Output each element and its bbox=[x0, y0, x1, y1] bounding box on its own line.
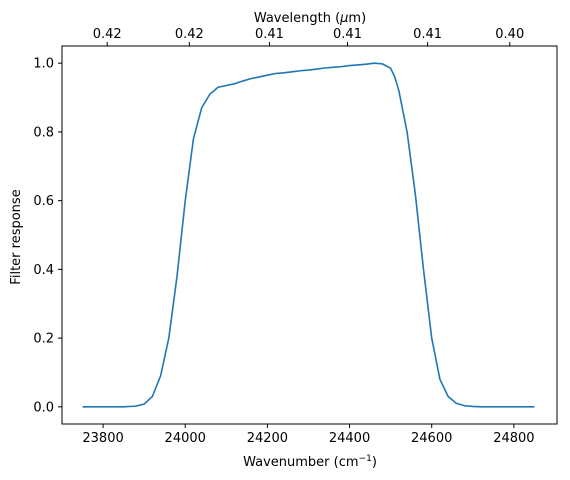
top-tick-label: 0.41 bbox=[255, 27, 284, 42]
plot-area bbox=[61, 45, 558, 425]
filter-response-line bbox=[82, 62, 535, 408]
y-tick-label: 1.0 bbox=[33, 57, 54, 72]
y-tick-label: 0.4 bbox=[33, 263, 54, 278]
x-axis-label: Wavenumber (cm−1) bbox=[243, 454, 377, 470]
top-tick-label: 0.41 bbox=[333, 27, 362, 42]
x-tick-label: 24400 bbox=[329, 431, 370, 446]
plot-frame bbox=[61, 45, 558, 425]
x-tick-label: 24000 bbox=[165, 431, 206, 446]
axis-ticks: 23800 24000 24200 24400 24600 248000.00.20.40… bbox=[33, 27, 534, 446]
top-tick-label: 0.40 bbox=[495, 27, 524, 42]
y-tick-label: 0.8 bbox=[33, 125, 54, 140]
y-tick-label: 0.6 bbox=[33, 194, 54, 209]
x-tick-label: 24200 bbox=[247, 431, 288, 446]
y-tick-label: 0.2 bbox=[33, 332, 54, 347]
x-tick-label: 23800 bbox=[82, 431, 123, 446]
top-tick-label: 0.42 bbox=[175, 27, 204, 42]
top-tick-label: 0.41 bbox=[413, 27, 442, 42]
top-tick-label: 0.42 bbox=[93, 27, 122, 42]
x-tick-label: 24600 bbox=[411, 431, 452, 446]
x-tick-label: 24800 bbox=[493, 431, 534, 446]
top-axis-label: Wavelength (μm) bbox=[254, 11, 366, 26]
y-axis-label: Filter response bbox=[9, 189, 24, 284]
y-tick-label: 0.0 bbox=[33, 400, 54, 415]
